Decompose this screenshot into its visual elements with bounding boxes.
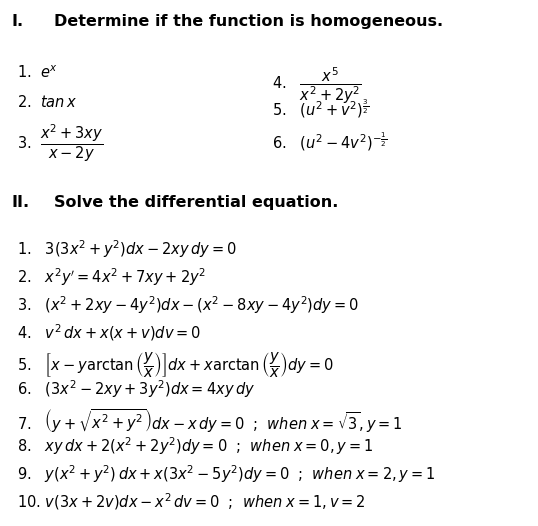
Text: 3.   $(x^2 + 2xy - 4y^2)dx - (x^2 - 8xy - 4y^2)dy = 0$: 3. $(x^2 + 2xy - 4y^2)dx - (x^2 - 8xy - … bbox=[17, 294, 359, 316]
Text: 4.   $\dfrac{x^5}{x^2+2y^2}$: 4. $\dfrac{x^5}{x^2+2y^2}$ bbox=[272, 65, 363, 106]
Text: 1.   $3(3x^2 + y^2)dx - 2xy\, dy = 0$: 1. $3(3x^2 + y^2)dx - 2xy\, dy = 0$ bbox=[17, 238, 237, 260]
Text: 9.   $y(x^2 + y^2)\, dx + x(3x^2 - 5y^2)dy = 0$  ;  $\mathit{when}\; x = 2, y = : 9. $y(x^2 + y^2)\, dx + x(3x^2 - 5y^2)dy… bbox=[17, 463, 435, 485]
Text: 7.   $\left(y + \sqrt{x^2 + y^2}\right)dx - x\, dy = 0$  ;  $\mathit{when}\; x =: 7. $\left(y + \sqrt{x^2 + y^2}\right)dx … bbox=[17, 407, 403, 434]
Text: I.: I. bbox=[12, 15, 24, 29]
Text: 10. $v(3x + 2v)dx - x^2\, dv = 0$  ;  $\mathit{when}\; x = 1, v = 2$: 10. $v(3x + 2v)dx - x^2\, dv = 0$ ; $\ma… bbox=[17, 491, 365, 512]
Text: 1.  $e^x$: 1. $e^x$ bbox=[17, 65, 58, 82]
Text: 3.  $\dfrac{x^2+3xy}{x-2y}$: 3. $\dfrac{x^2+3xy}{x-2y}$ bbox=[17, 123, 103, 164]
Text: 8.   $xy\, dx + 2(x^2 + 2y^2)dy = 0$  ;  $\mathit{when}\; x = 0, y = 1$: 8. $xy\, dx + 2(x^2 + 2y^2)dy = 0$ ; $\m… bbox=[17, 435, 373, 457]
Text: 2.  $\mathit{tan}\, x$: 2. $\mathit{tan}\, x$ bbox=[17, 94, 77, 109]
Text: 4.   $v^2\, dx + x(x + v)dv = 0$: 4. $v^2\, dx + x(x + v)dv = 0$ bbox=[17, 322, 201, 343]
Text: 6.   $(3x^2 - 2xy + 3y^2)dx = 4xy\, dy$: 6. $(3x^2 - 2xy + 3y^2)dx = 4xy\, dy$ bbox=[17, 379, 255, 400]
Text: II.: II. bbox=[12, 195, 30, 210]
Text: 5.   $\left[x - y\arctan\left(\dfrac{y}{x}\right)\right]dx + x\arctan\left(\dfra: 5. $\left[x - y\arctan\left(\dfrac{y}{x}… bbox=[17, 350, 334, 380]
Text: 6.   $(u^2 - 4v^2)^{-\frac{1}{2}}$: 6. $(u^2 - 4v^2)^{-\frac{1}{2}}$ bbox=[272, 130, 388, 153]
Text: Solve the differential equation.: Solve the differential equation. bbox=[53, 195, 338, 210]
Text: 5.   $(u^2 + v^2)^{\frac{3}{2}}$: 5. $(u^2 + v^2)^{\frac{3}{2}}$ bbox=[272, 97, 370, 120]
Text: Determine if the function is homogeneous.: Determine if the function is homogeneous… bbox=[53, 15, 443, 29]
Text: 2.   $x^2y' = 4x^2 + 7xy + 2y^2$: 2. $x^2y' = 4x^2 + 7xy + 2y^2$ bbox=[17, 266, 206, 288]
